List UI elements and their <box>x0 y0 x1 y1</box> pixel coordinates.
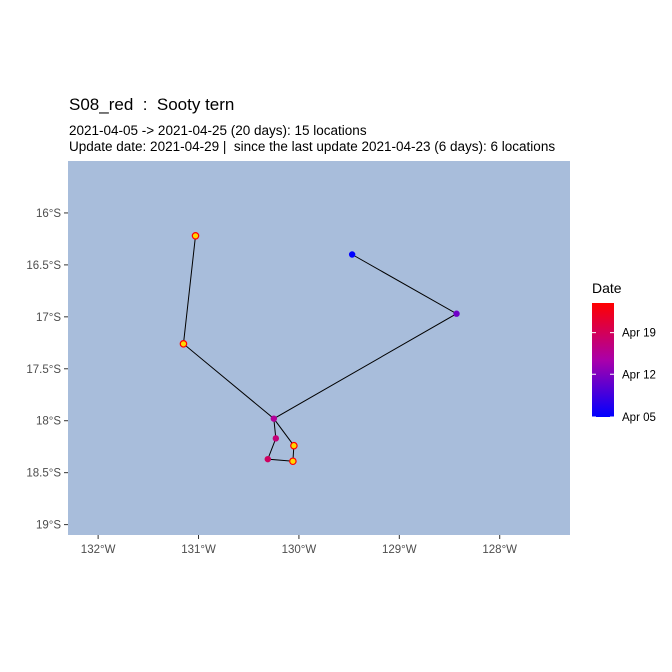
x-tick-label: 131°W <box>181 544 216 556</box>
track-line <box>182 235 458 462</box>
location-points <box>179 232 460 466</box>
y-tick-label: 18.5°S <box>26 468 61 480</box>
legend-label: Apr 12 <box>622 369 656 381</box>
recent-location-point <box>191 232 200 240</box>
location-point <box>453 310 460 317</box>
x-tick-label: 129°W <box>382 544 417 556</box>
x-tick-label: 132°W <box>81 544 116 556</box>
legend-label: Apr 19 <box>622 328 656 340</box>
map-panel <box>68 161 570 535</box>
location-point <box>270 415 278 422</box>
x-tick-label: 128°W <box>482 544 517 556</box>
legend-colorbar <box>592 303 614 417</box>
chart-title: S08_red : Sooty tern <box>69 95 235 114</box>
legend-label: Apr 05 <box>622 412 656 424</box>
y-tick-label: 19°S <box>36 520 61 532</box>
recent-location-point <box>289 457 297 466</box>
recent-location-point <box>179 340 188 348</box>
y-tick-label: 18°S <box>36 416 61 428</box>
y-tick-label: 17.5°S <box>26 364 61 376</box>
legend-title: Date <box>592 280 622 296</box>
chart-subtitle-range: 2021-04-05 -> 2021-04-25 (20 days): 15 l… <box>69 123 367 138</box>
y-axis: 16°S 16.5°S 17°S 17.5°S 18°S 18.5°S 19°S <box>26 208 68 532</box>
recent-location-point <box>290 441 298 450</box>
y-tick-label: 16.5°S <box>26 260 61 272</box>
location-point <box>264 455 271 463</box>
chart-subtitle-update: Update date: 2021-04-29 | since the last… <box>69 139 556 154</box>
legend: Date Apr 19 Apr 12 Apr 05 <box>592 280 656 424</box>
y-tick-label: 16°S <box>36 208 61 220</box>
y-tick-label: 17°S <box>36 312 61 324</box>
location-point <box>348 251 356 258</box>
x-tick-label: 130°W <box>282 544 317 556</box>
location-point <box>272 435 280 442</box>
x-axis: 132°W 131°W 130°W 129°W 128°W <box>81 535 517 556</box>
